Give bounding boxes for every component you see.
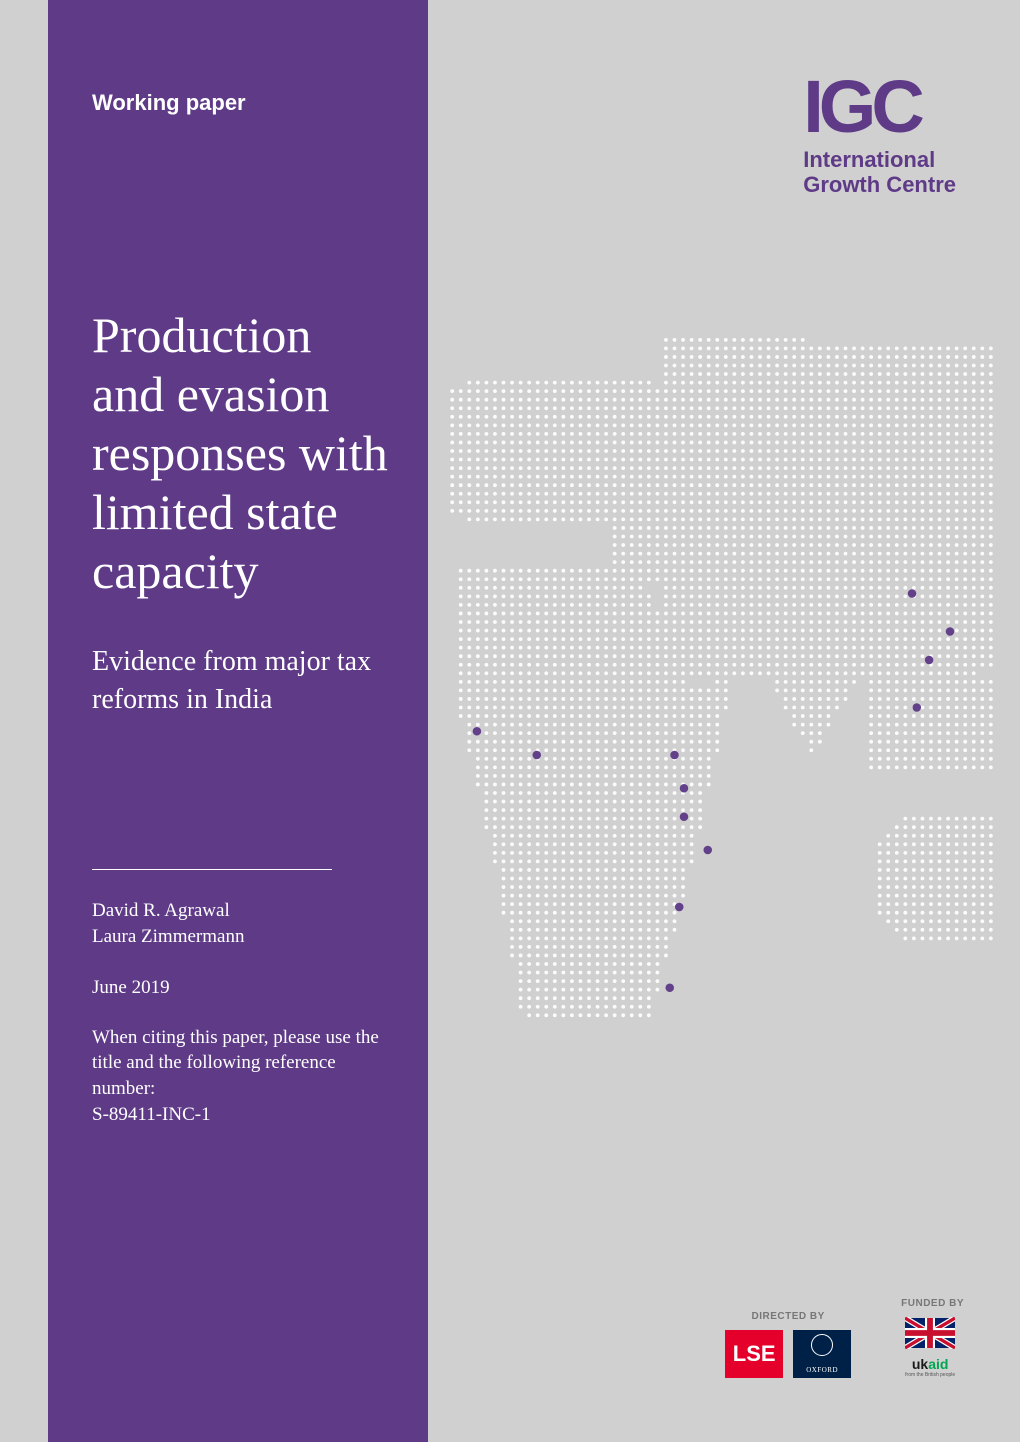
author-2: Laura Zimmermann (92, 924, 392, 951)
citation-text: When citing this paper, please use the t… (92, 1027, 379, 1099)
igc-logo-mark: IGC (803, 74, 956, 141)
directed-by-block: DIRECTED BY LSE OXFORD (725, 1311, 851, 1378)
oxford-logo: OXFORD (793, 1330, 851, 1378)
union-jack-icon (905, 1317, 955, 1349)
paper-title: Production and evasion responses with li… (92, 306, 392, 601)
oxford-crest-icon (811, 1334, 833, 1356)
citation-block: When citing this paper, please use the t… (92, 1025, 392, 1128)
left-margin-stripe (0, 0, 48, 1442)
dotted-world-map (418, 280, 998, 1040)
funded-by-label: FUNDED BY (901, 1298, 964, 1309)
author-divider (92, 869, 332, 870)
ukaid-subtext: from the British people (901, 1372, 959, 1378)
lse-logo: LSE (725, 1330, 783, 1378)
right-content-panel: IGC International Growth Centre DIRECTED… (428, 0, 1020, 1442)
igc-logo-text: International Growth Centre (803, 147, 956, 198)
author-list: David R. Agrawal Laura Zimmermann (92, 898, 392, 951)
directed-by-label: DIRECTED BY (725, 1311, 851, 1322)
document-type-label: Working paper (92, 90, 392, 116)
oxford-logo-text: OXFORD (793, 1366, 851, 1374)
purple-sidebar: Working paper Production and evasion res… (48, 0, 428, 1442)
ukaid-text: ukaid (901, 1356, 959, 1372)
funded-by-block: FUNDED BY ukaid from the British people (901, 1298, 964, 1378)
ukaid-logo: ukaid from the British people (901, 1317, 959, 1378)
igc-logo: IGC International Growth Centre (803, 74, 956, 197)
paper-subtitle: Evidence from major tax reforms in India (92, 643, 392, 719)
footer-logo-row: DIRECTED BY LSE OXFORD FUNDED BY uk (725, 1298, 964, 1378)
reference-number: S-89411-INC-1 (92, 1104, 211, 1125)
author-1: David R. Agrawal (92, 898, 392, 925)
publication-date: June 2019 (92, 977, 392, 999)
